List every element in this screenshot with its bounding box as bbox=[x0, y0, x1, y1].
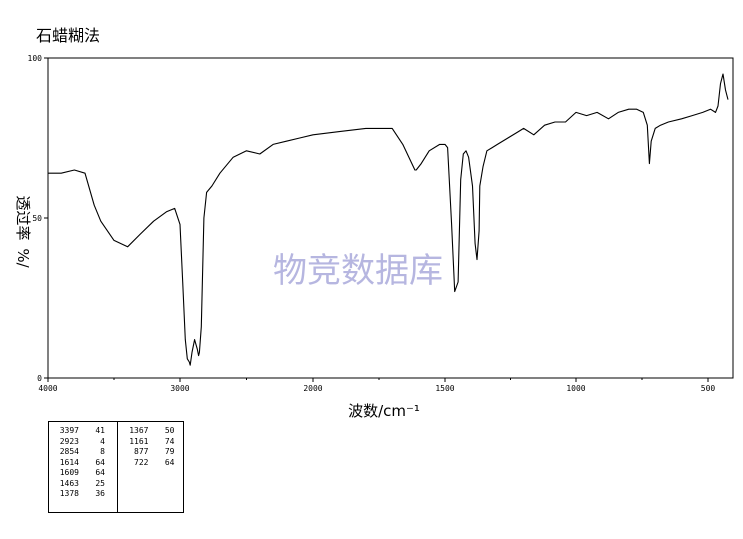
peak-wavenumber: 1614 bbox=[59, 457, 79, 467]
peak-row: 1367 50 bbox=[118, 426, 183, 437]
peak-wavenumber: 877 bbox=[134, 447, 149, 456]
peak-transmittance: 8 bbox=[100, 447, 105, 456]
peak-transmittance: 74 bbox=[164, 436, 175, 446]
peak-row: 3397 41 bbox=[49, 426, 117, 437]
peak-wavenumber: 722 bbox=[134, 457, 149, 467]
peak-row: 1161 74 bbox=[118, 437, 183, 448]
peak-transmittance: 41 bbox=[95, 426, 105, 435]
peak-transmittance: 25 bbox=[95, 478, 105, 488]
plot-frame bbox=[47, 57, 734, 379]
watermark: 物竞数据库 bbox=[273, 251, 443, 291]
peak-wavenumber: 2854 bbox=[59, 447, 79, 456]
y-tick-label: 0 bbox=[37, 374, 42, 383]
page-title: 石蜡糊法 bbox=[36, 26, 101, 45]
x-tick-label: 1500 bbox=[435, 384, 454, 393]
y-axis-unit: %/ bbox=[14, 248, 32, 268]
x-tick-label: 1000 bbox=[566, 384, 585, 393]
peak-transmittance: 36 bbox=[95, 489, 105, 498]
y-axis-title: 透过率 bbox=[14, 195, 32, 240]
peak-row: 1463 25 bbox=[49, 479, 117, 490]
peak-row: 1378 36 bbox=[49, 489, 117, 500]
peak-table-column: 3397 41 2923 4 2854 8 1614 64 1609 64 1463 25 1378 36 bbox=[49, 422, 117, 512]
peak-transmittance: 79 bbox=[164, 447, 175, 456]
peak-wavenumber: 3397 bbox=[59, 426, 79, 435]
x-axis-title: 波数/cm⁻¹ bbox=[348, 402, 420, 420]
peak-transmittance: 64 bbox=[95, 457, 105, 467]
peak-wavenumber: 1378 bbox=[59, 489, 79, 498]
peak-row: 877 79 bbox=[118, 447, 183, 458]
y-tick-label: 100 bbox=[28, 54, 43, 63]
peak-transmittance: 50 bbox=[164, 426, 175, 435]
peak-transmittance: 4 bbox=[100, 436, 105, 446]
peak-row: 1609 64 bbox=[49, 468, 117, 479]
peak-row: 2854 8 bbox=[49, 447, 117, 458]
x-tick-label: 500 bbox=[701, 384, 716, 393]
peak-wavenumber: 1367 bbox=[129, 426, 149, 435]
spectrum-line bbox=[48, 73, 729, 366]
peak-table-column: 1367 50 1161 74 877 79 722 64 bbox=[117, 422, 183, 512]
x-tick-label: 4000 bbox=[38, 384, 57, 393]
x-tick-label: 3000 bbox=[170, 384, 189, 393]
peak-wavenumber: 1463 bbox=[59, 478, 79, 488]
peak-wavenumber: 1161 bbox=[129, 436, 149, 446]
peak-transmittance: 64 bbox=[95, 468, 105, 477]
curve-layer bbox=[48, 73, 729, 366]
peak-wavenumber: 2923 bbox=[59, 436, 79, 446]
x-tick-label: 2000 bbox=[303, 384, 322, 393]
peak-table: 3397 41 2923 4 2854 8 1614 64 1609 64 1463 25 1378 36… bbox=[48, 421, 184, 513]
peak-wavenumber: 1609 bbox=[59, 468, 79, 477]
peak-row: 1614 64 bbox=[49, 458, 117, 469]
peak-row: 2923 4 bbox=[49, 437, 117, 448]
peak-row: 722 64 bbox=[118, 458, 183, 469]
y-tick-label: 50 bbox=[32, 214, 42, 223]
peak-transmittance: 64 bbox=[164, 457, 175, 467]
